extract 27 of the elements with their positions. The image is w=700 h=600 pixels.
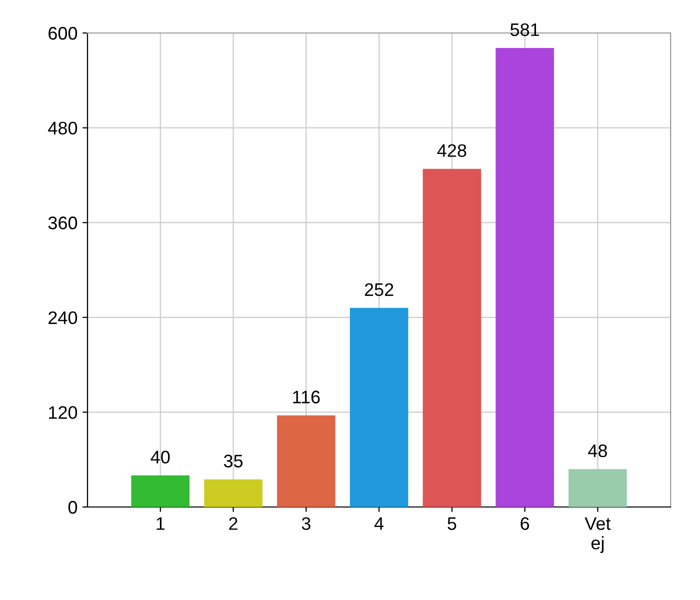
bar xyxy=(568,469,627,507)
data-label: 48 xyxy=(588,444,607,458)
bar xyxy=(496,48,554,507)
x-tick-label: 5 xyxy=(448,517,456,530)
x-tick-label: 4 xyxy=(374,517,384,530)
y-tick-label: 360 xyxy=(48,216,78,230)
y-tick-label: 0 xyxy=(68,500,78,514)
bar xyxy=(131,475,190,507)
x-tick-label: 1 xyxy=(156,517,165,530)
y-tick-label: 120 xyxy=(49,406,78,419)
x-tick-label: 2 xyxy=(229,517,238,530)
bar xyxy=(204,479,262,507)
bar xyxy=(277,415,336,507)
data-label: 40 xyxy=(150,450,170,464)
data-label: 116 xyxy=(293,390,320,404)
x-tick-label: 6 xyxy=(520,517,530,530)
y-tick-label: 240 xyxy=(48,311,78,324)
data-label: 35 xyxy=(224,454,243,468)
bar xyxy=(422,168,482,507)
y-tick-label: 480 xyxy=(48,122,78,135)
x-tick-label: Vet ej xyxy=(584,517,611,553)
data-label: 252 xyxy=(364,283,394,296)
x-tick-label: 3 xyxy=(302,517,310,530)
data-label: 428 xyxy=(437,144,466,157)
bar xyxy=(350,308,408,507)
y-tick-label: 600 xyxy=(48,26,78,40)
data-label: 581 xyxy=(510,23,540,36)
